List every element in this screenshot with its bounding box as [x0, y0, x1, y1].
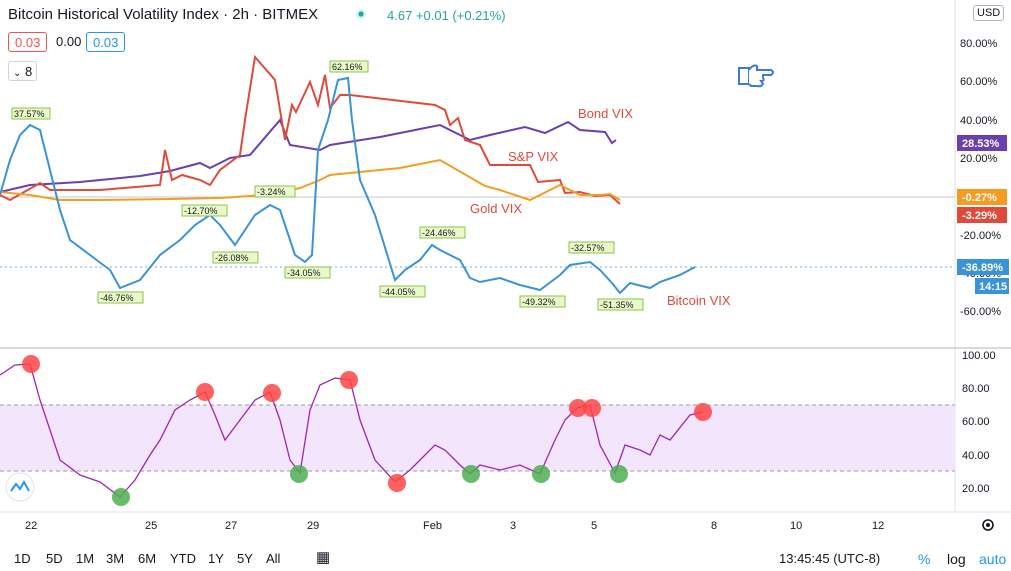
currency-button[interactable]: USD — [973, 5, 1005, 21]
axis-label-m60: -60.00% — [960, 306, 1001, 318]
price-chart[interactable]: 80.00% 60.00% 40.00% 20.00% -20.00% -40.… — [0, 0, 1011, 541]
time-label-12: 12 — [872, 520, 884, 532]
tradingview-logo[interactable] — [5, 472, 35, 502]
axis-label-80: 80.00% — [960, 38, 998, 50]
chart-title: Bitcoin Historical Volatility Index · 2h… — [8, 6, 319, 23]
rsi-axis-20: 20.00 — [962, 483, 990, 495]
time-label-3: 3 — [510, 520, 516, 532]
axis-label-40: 40.00% — [960, 115, 998, 127]
range-5y[interactable]: 5Y — [237, 551, 253, 566]
annotation-trough-7: -51.35% — [600, 300, 634, 310]
bond-vix-line — [0, 118, 617, 193]
bottom-toolbar: 1D 5D 1M 3M 6M YTD 1Y 5Y All ▦ 13:45:45 … — [0, 541, 1011, 571]
annotation-trough-2: -12.70% — [184, 206, 218, 216]
time-label-25: 25 — [145, 520, 157, 532]
price-change: 4.67 +0.01 (+0.21%) — [387, 8, 506, 23]
range-all[interactable]: All — [266, 551, 281, 566]
sp-vix-label: S&P VIX — [508, 149, 559, 164]
chevron-down-icon: ⌄ — [13, 68, 22, 79]
bitcoin-vix-line — [0, 76, 696, 295]
range-1m[interactable]: 1M — [76, 551, 95, 566]
time-label-8: 8 — [711, 520, 717, 532]
time-label-27: 27 — [225, 520, 237, 532]
range-ytd[interactable]: YTD — [170, 551, 196, 566]
axis-label-20: 20.00% — [960, 153, 998, 165]
range-1y[interactable]: 1Y — [208, 551, 224, 566]
market-status-icon — [356, 9, 366, 19]
log-toggle[interactable]: log — [947, 551, 966, 567]
range-5d[interactable]: 5D — [46, 551, 63, 566]
rsi-axis-100: 100.00 — [962, 350, 996, 362]
annotation-peak-1: 37.57% — [14, 109, 45, 119]
time-label-feb: Feb — [423, 520, 442, 532]
countdown-tag: 14:15 — [979, 281, 1007, 293]
annotation-peak-3: 62.16% — [332, 62, 363, 72]
annotation-trough-3: -26.08% — [215, 253, 249, 263]
auto-toggle[interactable]: auto — [979, 551, 1007, 567]
time-label-22: 22 — [25, 520, 37, 532]
time-label-10: 10 — [790, 520, 802, 532]
gold-vix-line — [0, 158, 621, 202]
annotation-peak-5: -32.57% — [571, 243, 605, 253]
sp-price-tag: -3.29% — [962, 210, 997, 222]
time-label-5: 5 — [591, 520, 597, 532]
annotation-trough-1: -46.76% — [100, 293, 134, 303]
bond-vix-label: Bond VIX — [578, 106, 633, 121]
indicator-toggle[interactable]: ⌄ 8 — [8, 61, 38, 81]
annotation-trough-6: -49.32% — [522, 297, 556, 307]
percent-toggle[interactable]: % — [918, 551, 931, 567]
axis-label-m20: -20.00% — [960, 230, 1001, 242]
rsi-axis-40: 40.00 — [962, 450, 990, 462]
annotation-trough-4: -34.05% — [287, 268, 321, 278]
rsi-line — [0, 363, 704, 498]
gold-price-tag: -0.27% — [962, 192, 997, 204]
mid-value: 0.00 — [56, 34, 82, 49]
open-value-box[interactable]: 0.03 — [8, 32, 48, 52]
annotation-peak-2: -3.24% — [257, 187, 286, 197]
time-label-29: 29 — [307, 520, 319, 532]
range-3m[interactable]: 3M — [106, 551, 125, 566]
bitcoin-price-tag: -36.89% — [962, 262, 1003, 274]
indicator-count: 8 — [25, 64, 33, 79]
range-6m[interactable]: 6M — [138, 551, 157, 566]
overbought-marker — [22, 355, 712, 492]
bond-price-tag: 28.53% — [962, 138, 1000, 150]
axis-label-60: 60.00% — [960, 76, 998, 88]
annotation-peak-4: -24.46% — [422, 228, 456, 238]
gold-vix-label: Gold VIX — [470, 201, 522, 216]
clock-display[interactable]: 13:45:45 (UTC-8) — [779, 551, 881, 566]
bitcoin-vix-label: Bitcoin VIX — [667, 293, 731, 308]
pointing-hand-icon — [738, 64, 774, 88]
range-1d[interactable]: 1D — [14, 551, 31, 566]
annotation-trough-5: -44.05% — [382, 287, 416, 297]
sp-vix-line — [0, 54, 621, 205]
settings-gear-icon[interactable] — [982, 519, 994, 531]
close-value-box[interactable]: 0.03 — [86, 32, 126, 52]
calendar-icon[interactable]: ▦ — [316, 549, 331, 566]
rsi-axis-60: 60.00 — [962, 416, 990, 428]
rsi-axis-80: 80.00 — [962, 383, 990, 395]
oversold-marker — [112, 465, 628, 506]
